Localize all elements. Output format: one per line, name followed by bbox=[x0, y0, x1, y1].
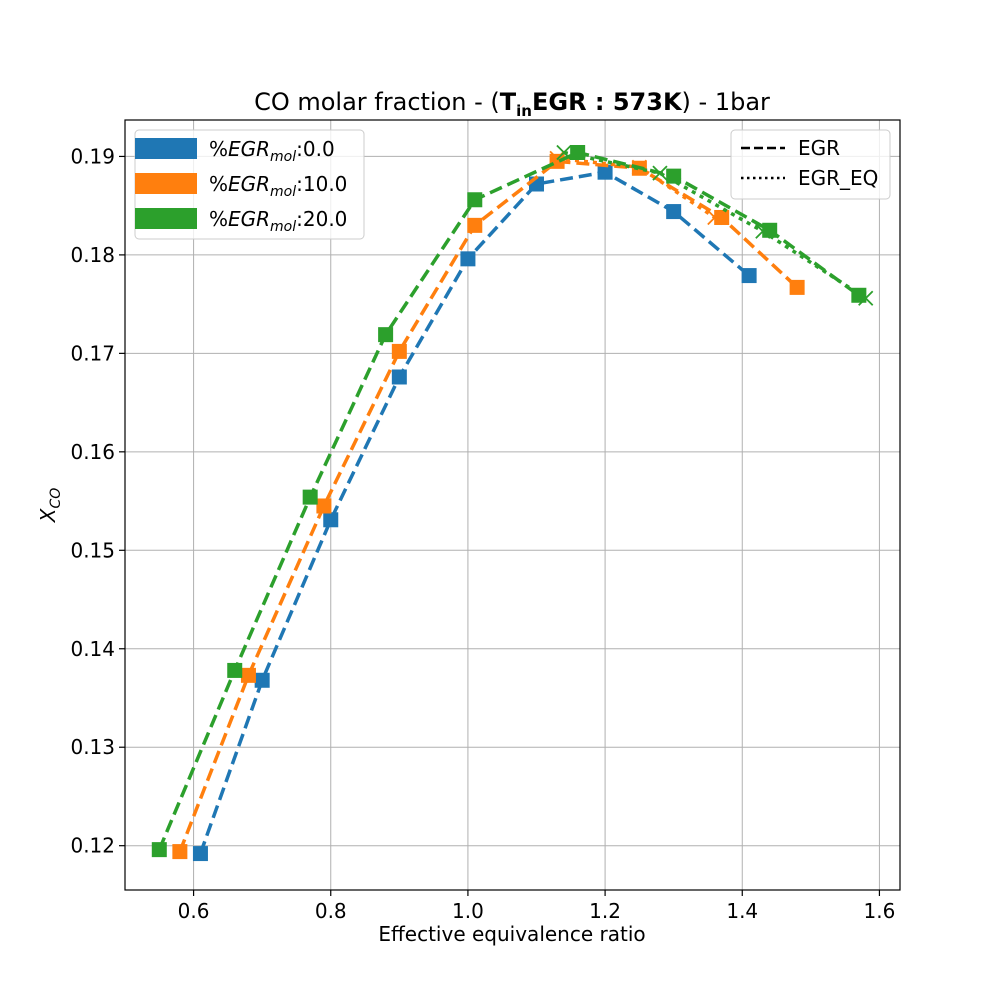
data-point-marker bbox=[762, 222, 778, 238]
y-axis-label-sub: CO bbox=[48, 488, 64, 509]
y-tick-label: 0.17 bbox=[70, 341, 115, 365]
ticks: 0.6 0.8 1.0 1.2 1.4 1.6 0.12 0.13 0.14 0.15 0.16 0.… bbox=[70, 144, 895, 923]
legend-style-label: EGR_EQ bbox=[798, 166, 878, 190]
legend-series-label: %EGRmol:10.0 bbox=[209, 172, 347, 200]
series-2 bbox=[151, 144, 874, 858]
data-point-marker bbox=[302, 489, 318, 505]
y-tick-label: 0.19 bbox=[70, 144, 115, 168]
data-point-marker bbox=[192, 846, 208, 862]
y-tick-label: 0.12 bbox=[70, 834, 115, 858]
data-point-marker bbox=[227, 662, 243, 678]
plot-frame bbox=[124, 119, 901, 891]
data-point-marker bbox=[714, 209, 730, 225]
data-point-marker bbox=[460, 251, 476, 267]
title-bold-sub: in bbox=[516, 102, 532, 120]
data-point-marker bbox=[570, 144, 586, 160]
data-point-marker bbox=[323, 512, 339, 528]
y-tick-label: 0.13 bbox=[70, 735, 115, 759]
data-point-marker bbox=[789, 279, 805, 295]
data-point-marker bbox=[172, 844, 188, 860]
legend-style-label: EGR bbox=[798, 136, 840, 160]
legend-swatch bbox=[135, 208, 197, 229]
x-axis-label: Effective equivalence ratio bbox=[378, 922, 645, 946]
data-point-marker bbox=[851, 287, 867, 303]
data-point-marker bbox=[666, 204, 682, 220]
legend-swatch bbox=[135, 173, 197, 194]
data-point-marker bbox=[741, 268, 757, 284]
grid bbox=[125, 120, 900, 890]
chart-title: CO molar fraction - (TinEGR : 573K) - 1b… bbox=[254, 88, 770, 120]
y-axis-label: XCO bbox=[36, 488, 64, 524]
data-point-marker bbox=[378, 327, 394, 343]
y-tick-label: 0.14 bbox=[70, 637, 115, 661]
legend-series-label: %EGRmol:0.0 bbox=[209, 137, 335, 165]
x-tick-label: 1.6 bbox=[864, 899, 896, 923]
legend-series: %EGRmol:0.0 %EGRmol:10.0 %EGRmol:20.0 bbox=[134, 129, 365, 240]
legend-swatch bbox=[135, 138, 197, 159]
data-point-marker bbox=[467, 217, 483, 233]
x-tick-label: 0.6 bbox=[178, 899, 210, 923]
data-point-marker bbox=[240, 667, 256, 683]
x-tick-label: 0.8 bbox=[315, 899, 347, 923]
title-bold-t: T bbox=[500, 88, 517, 116]
data-point-marker bbox=[391, 369, 407, 385]
data-point-marker bbox=[254, 672, 270, 688]
x-tick-label: 1.0 bbox=[452, 899, 484, 923]
data-point-marker bbox=[666, 168, 682, 184]
y-tick-label: 0.18 bbox=[70, 243, 115, 267]
y-tick-label: 0.15 bbox=[70, 538, 115, 562]
x-tick-label: 1.2 bbox=[589, 899, 621, 923]
title-suffix: ) - 1bar bbox=[682, 88, 770, 116]
legend-series-label: %EGRmol:20.0 bbox=[209, 207, 347, 235]
data-point-marker bbox=[316, 498, 332, 514]
data-point-marker bbox=[151, 842, 167, 858]
series-layer bbox=[151, 144, 874, 862]
title-bold-rest: EGR : 573K bbox=[532, 88, 683, 116]
data-point-marker bbox=[391, 343, 407, 359]
legend-styles: EGR EGR_EQ bbox=[730, 129, 891, 200]
y-axis-label-main: X bbox=[36, 507, 60, 523]
title-prefix: CO molar fraction - ( bbox=[254, 88, 500, 116]
data-point-marker bbox=[597, 164, 613, 180]
series-0 bbox=[192, 164, 757, 862]
y-tick-label: 0.16 bbox=[70, 440, 115, 464]
x-tick-label: 1.4 bbox=[726, 899, 758, 923]
data-point-marker bbox=[467, 192, 483, 208]
